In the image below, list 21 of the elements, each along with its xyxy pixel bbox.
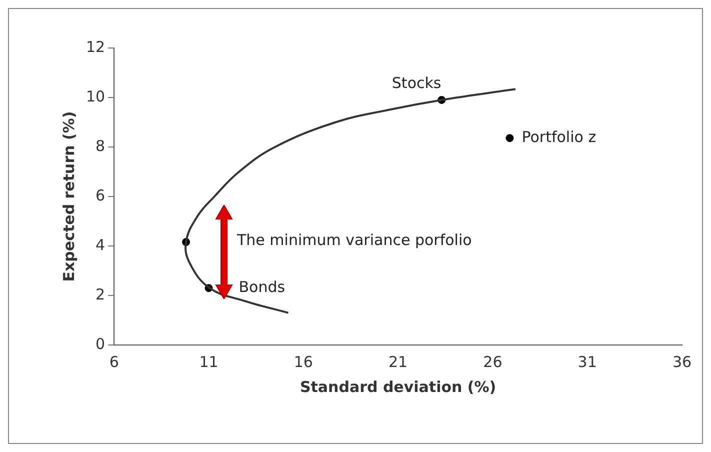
point [506, 134, 514, 142]
x-tick-label: 26 [483, 352, 502, 371]
annotation: Portfolio z [522, 128, 596, 146]
x-tick-label: 31 [578, 352, 597, 371]
y-tick-label: 0 [96, 334, 106, 353]
annotation: The minimum variance porfolio [236, 230, 472, 249]
annotation: Stocks [392, 74, 442, 92]
y-tick-label: 10 [86, 87, 106, 106]
x-tick-label: 6 [109, 352, 119, 371]
x-tick-label: 16 [294, 352, 313, 371]
y-tick-label: 6 [96, 186, 106, 204]
annotation: Bonds [238, 278, 286, 296]
y-tick-label: 8 [96, 136, 106, 155]
x-tick-label: 36 [672, 352, 692, 371]
x-tick-label: 21 [388, 352, 408, 371]
y-tick-label: 2 [96, 285, 106, 304]
y-axis-title: Expected return (%) [60, 111, 78, 282]
x-axis-title: Standard deviation (%) [300, 378, 496, 396]
y-tick-label: 12 [86, 38, 106, 56]
y-tick-label: 4 [96, 236, 106, 254]
x-tick-label: 11 [199, 352, 218, 371]
